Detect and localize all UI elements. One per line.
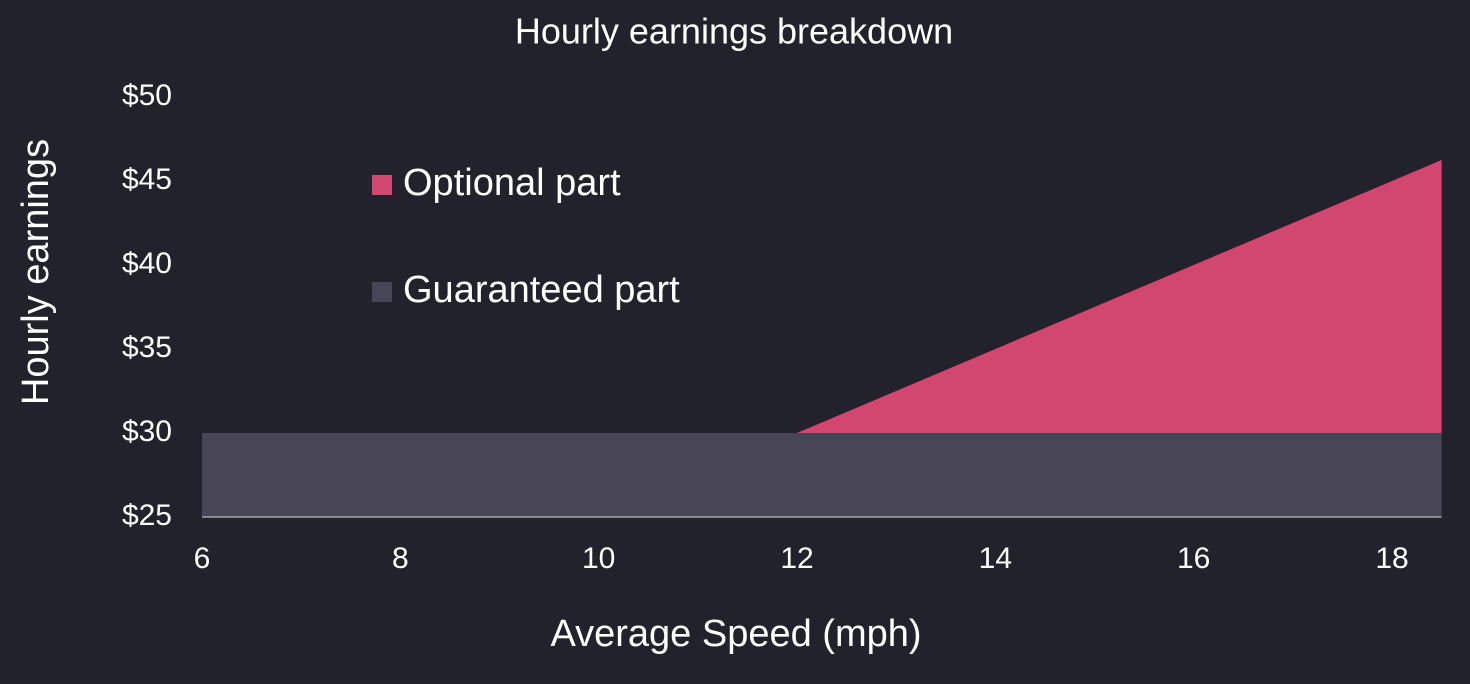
y-tick-label: $30 [122, 415, 172, 448]
y-axis-label: Hourly earnings [15, 139, 57, 405]
x-tick-label: 12 [780, 542, 813, 575]
x-tick-label: 16 [1177, 542, 1210, 575]
x-tick-label: 8 [392, 542, 409, 575]
legend-swatch [372, 282, 392, 302]
x-tick-label: 10 [582, 542, 615, 575]
y-tick-label: $45 [122, 163, 172, 196]
y-tick-label: $25 [122, 499, 172, 532]
legend-label: Optional part [403, 162, 621, 204]
legend-swatch [372, 175, 392, 195]
legend-label: Guaranteed part [403, 269, 680, 311]
y-tick-label: $40 [122, 247, 172, 280]
area [202, 433, 1442, 517]
x-tick-label: 6 [194, 542, 211, 575]
y-tick-label: $35 [122, 331, 172, 364]
x-tick-label: 18 [1375, 542, 1408, 575]
y-tick-label: $50 [122, 79, 172, 112]
area [202, 160, 1442, 433]
chart-title: Hourly earnings breakdown [515, 11, 953, 52]
x-axis-label: Average Speed (mph) [550, 613, 921, 655]
x-tick-label: 14 [979, 542, 1012, 575]
